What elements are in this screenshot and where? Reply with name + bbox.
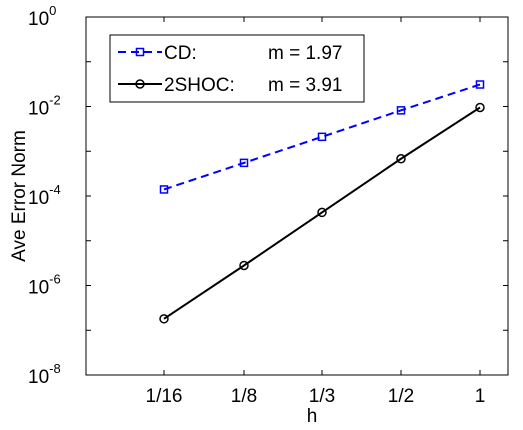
series-layer bbox=[159, 80, 485, 324]
series-cd bbox=[159, 80, 485, 194]
x-tick-label: 1/3 bbox=[309, 386, 335, 407]
legend-slope-label: m = 3.91 bbox=[268, 75, 342, 96]
y-tick-label: 10-2 bbox=[28, 93, 61, 120]
legend-slope-label: m = 1.97 bbox=[268, 43, 342, 64]
series-line bbox=[163, 106, 481, 320]
x-tick-label: 1 bbox=[475, 386, 486, 407]
legend-marker bbox=[135, 47, 145, 57]
data-point bbox=[475, 102, 485, 113]
data-point bbox=[396, 153, 406, 164]
series-line bbox=[163, 83, 481, 191]
data-point bbox=[396, 106, 406, 115]
y-tick-label: 10-8 bbox=[28, 361, 61, 388]
y-tick-label: 10-6 bbox=[28, 272, 61, 299]
y-axis-ticks: 100 10-2 10-4 10-6 10-8 bbox=[28, 3, 508, 388]
data-point bbox=[239, 158, 249, 168]
legend-series-name: CD: bbox=[164, 43, 197, 64]
legend-marker bbox=[135, 79, 145, 89]
x-tick-label: 1/8 bbox=[231, 386, 257, 407]
legend-series-name: 2SHOC: bbox=[164, 75, 235, 96]
data-point bbox=[317, 132, 327, 142]
x-axis-ticks: 1/16 1/8 1/3 1/2 1 bbox=[146, 17, 486, 407]
data-point bbox=[239, 260, 249, 271]
y-tick-label: 100 bbox=[28, 3, 56, 30]
data-point bbox=[159, 314, 169, 324]
data-point bbox=[159, 185, 169, 194]
x-tick-label: 1/2 bbox=[388, 386, 414, 407]
y-axis-title: Ave Error Norm bbox=[9, 130, 30, 262]
x-tick-label: 1/16 bbox=[146, 386, 183, 407]
data-point bbox=[475, 80, 485, 89]
series-2shoc bbox=[159, 102, 485, 324]
y-tick-label: 10-4 bbox=[28, 182, 61, 209]
data-point bbox=[317, 207, 327, 218]
x-axis-title: h bbox=[307, 406, 318, 427]
legend-box bbox=[109, 34, 365, 103]
legend: CD: m = 1.97 2SHOC: m = 3.91 bbox=[109, 34, 365, 103]
